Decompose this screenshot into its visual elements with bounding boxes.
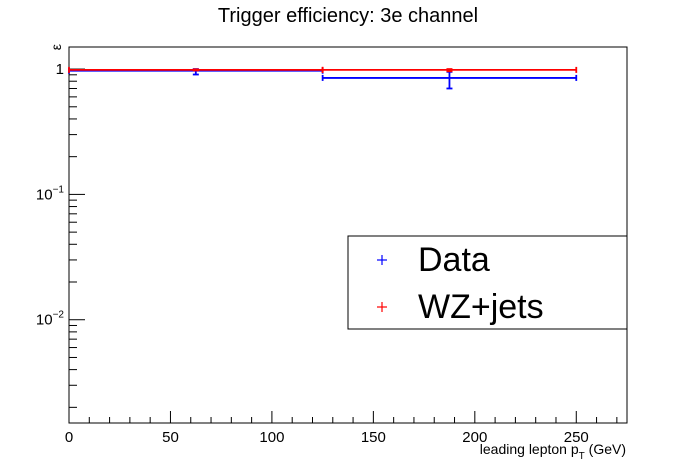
x-tick-label: 250: [564, 429, 589, 446]
legend-marker-wzjets: [377, 302, 387, 312]
x-tick-label: 50: [162, 429, 179, 446]
legend-label-wzjets: WZ+jets: [418, 288, 544, 326]
series-layer: [68, 66, 578, 90]
x-axis-label-subscript: T: [579, 451, 585, 462]
y-tick-label: 10−2: [36, 310, 65, 329]
legend-marker-data: [377, 255, 387, 265]
x-tick-label: 0: [65, 429, 73, 446]
x-tick-label: 200: [462, 429, 487, 446]
chart-title: Trigger efficiency: 3e channel: [218, 5, 478, 27]
legend-label-data: Data: [418, 241, 490, 279]
x-tick-label: 150: [361, 429, 386, 446]
x-axis: 0 50 100 150 200 250: [65, 411, 618, 446]
y-axis-label: ε: [48, 44, 64, 50]
legend-box: [347, 235, 628, 330]
series-wzjets: [68, 66, 578, 73]
y-axis: 1 10−1 10−2: [36, 61, 85, 408]
x-axis-label-unit: (GeV): [585, 441, 626, 457]
y-tick-label: 10−1: [36, 184, 65, 203]
y-tick-label: 1: [56, 61, 64, 78]
x-axis-label-main: leading lepton p: [480, 441, 579, 457]
plot-frame: [68, 46, 628, 424]
x-axis-label: leading lepton pT (GeV): [480, 441, 626, 462]
x-tick-label: 100: [259, 429, 284, 446]
legend: Data WZ+jets: [347, 235, 628, 330]
